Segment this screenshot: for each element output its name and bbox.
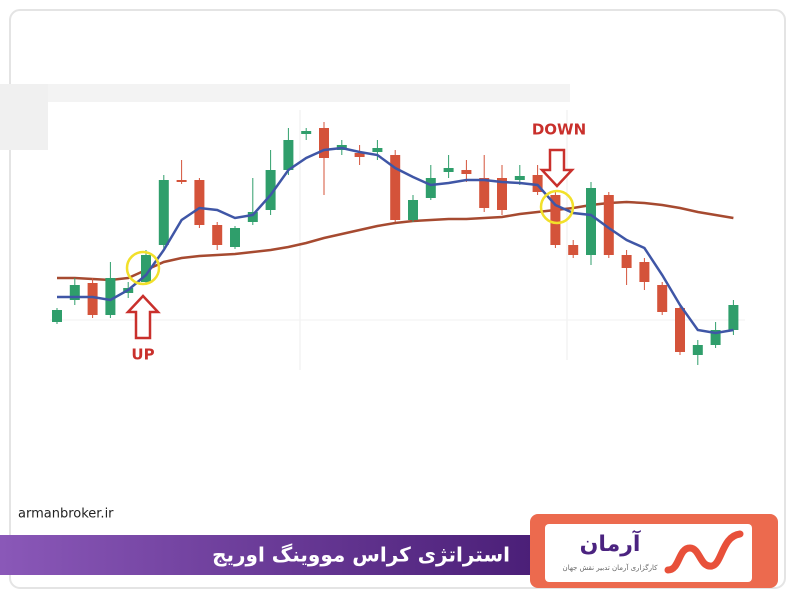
cross-marker [125, 250, 161, 286]
candle-body [87, 283, 98, 315]
annotation: UP [131, 346, 154, 364]
candle-body [550, 195, 561, 245]
card [9, 9, 786, 589]
candle-body [497, 178, 507, 210]
candle-body [354, 153, 365, 157]
site-url: armanbroker.ir [18, 507, 114, 522]
banner-title: استراتژی کراس مووینگ اوریج [212, 543, 510, 567]
candle-body [586, 188, 596, 255]
logo-mark [664, 530, 744, 574]
plot [52, 122, 739, 365]
annotation: DOWN [532, 121, 586, 139]
header-band [0, 84, 48, 150]
moving-average-slow [57, 200, 734, 282]
candle-body [425, 178, 436, 198]
candle-body [301, 131, 312, 134]
candle-body [372, 148, 383, 152]
candle-body [283, 140, 294, 170]
down-arrow [539, 148, 575, 188]
logo-inner [545, 524, 752, 582]
candle-body [52, 310, 62, 322]
candle-body [194, 180, 205, 225]
candle-body [443, 168, 454, 172]
title-banner [0, 535, 530, 575]
candle-body [461, 170, 472, 174]
moving-average-fast [57, 146, 734, 335]
candle-body [675, 308, 685, 352]
candle-body [319, 128, 329, 158]
candle-body [176, 180, 187, 182]
candle-body [69, 285, 80, 300]
candle-body [141, 255, 151, 282]
candle-body [657, 285, 668, 312]
logo-text: آرمان [580, 529, 641, 557]
logo-tagline: کارگزاری آرمان تدبیر نقش جهان [563, 563, 659, 572]
candle-body [514, 176, 525, 180]
header-band [0, 84, 570, 102]
candle-body [390, 155, 401, 220]
candle-body [105, 278, 116, 315]
cross-marker [539, 189, 575, 225]
candle-body [158, 180, 169, 245]
candle-body [247, 212, 258, 222]
candle-body [568, 245, 579, 255]
candle-body [603, 195, 614, 255]
candle-body [212, 225, 223, 245]
candle-body [621, 255, 632, 268]
candle-body [408, 200, 418, 220]
candle-body [710, 330, 721, 345]
candle-body [265, 170, 276, 210]
candle-body [639, 262, 650, 282]
candle-body [692, 345, 703, 355]
candle-body [479, 178, 490, 208]
candle-body [230, 228, 240, 247]
candle-body [728, 305, 739, 330]
candle-body [532, 175, 543, 192]
up-arrow [125, 294, 161, 340]
